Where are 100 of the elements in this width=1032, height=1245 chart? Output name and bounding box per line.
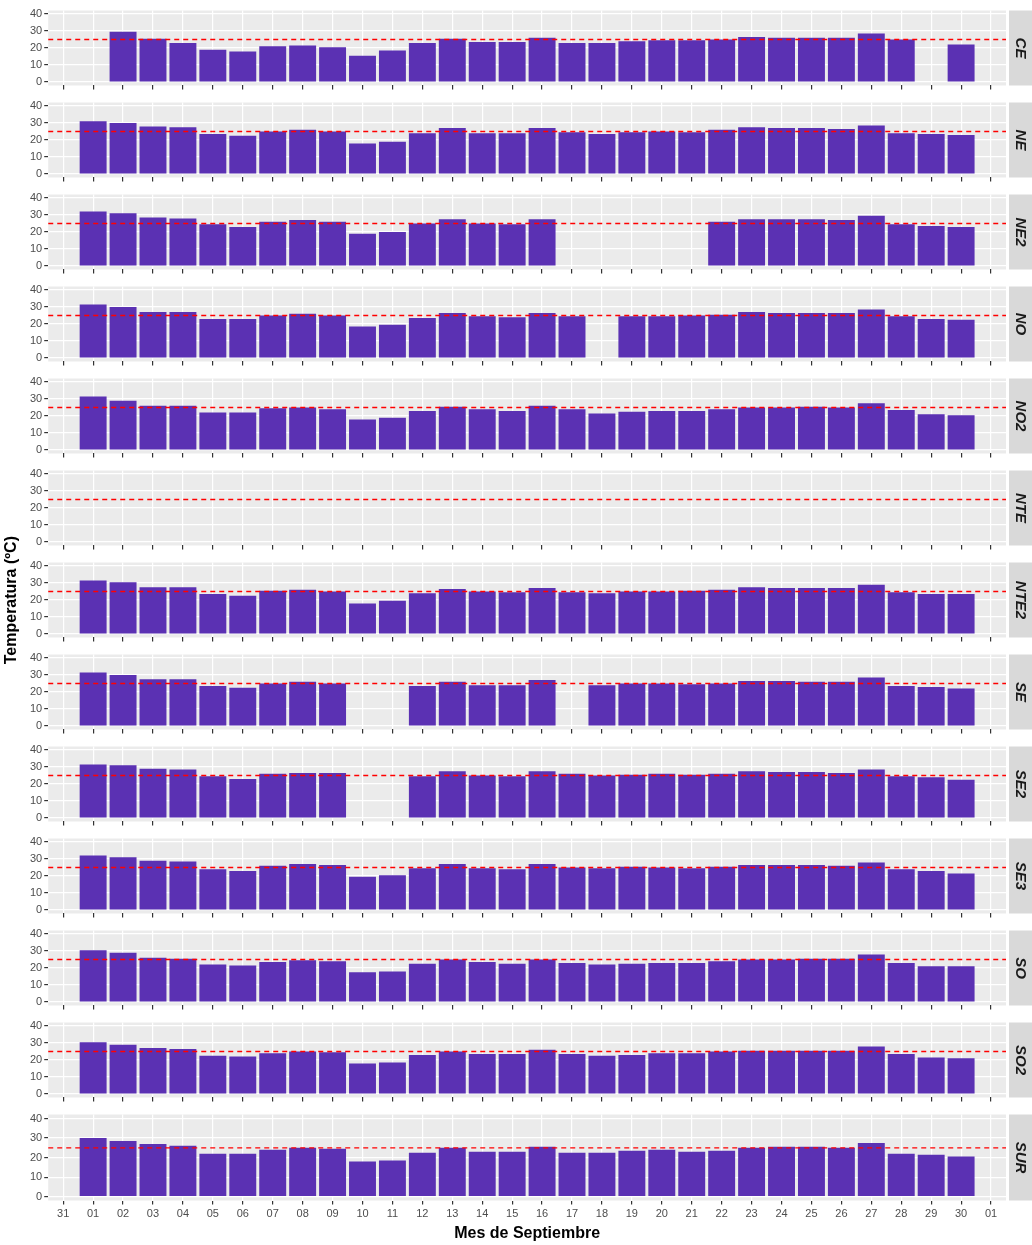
y-tick-label: 40	[29, 99, 43, 112]
bar	[319, 1148, 347, 1197]
bar	[349, 233, 376, 266]
x-tick-label: 20	[655, 1207, 668, 1220]
bar	[378, 324, 406, 358]
bar	[79, 304, 107, 358]
y-tick-label: 20	[29, 869, 43, 882]
bar	[768, 959, 795, 1002]
text: NE2	[1013, 217, 1031, 248]
bar	[827, 37, 855, 82]
bar	[109, 765, 137, 818]
bar	[917, 226, 945, 266]
bar	[199, 224, 227, 266]
bar	[857, 403, 885, 450]
bar	[947, 1058, 975, 1094]
bar	[678, 962, 706, 1002]
bar	[169, 218, 197, 266]
bar	[827, 681, 855, 726]
y-tick-label: 10	[29, 1070, 43, 1083]
bar	[708, 773, 736, 818]
bar	[738, 771, 766, 818]
bar	[558, 773, 586, 818]
y-tick-label: 30	[29, 668, 43, 681]
bar	[408, 593, 436, 634]
bar	[109, 1140, 137, 1197]
bar	[169, 958, 197, 1002]
y-tick-label: 40	[29, 1019, 43, 1032]
bar	[408, 318, 436, 358]
bar	[618, 132, 646, 174]
y-axis-title: Temperatura (ºC)	[2, 536, 20, 665]
x-tick-label: 15	[506, 1207, 519, 1220]
bar	[438, 681, 466, 726]
x-tick-label: 27	[865, 1207, 878, 1220]
bar	[857, 677, 885, 726]
bar	[797, 1050, 825, 1094]
bar	[618, 1150, 646, 1197]
x-tick-label: 05	[206, 1207, 219, 1220]
bar	[109, 213, 137, 266]
bar	[468, 1151, 496, 1197]
y-tick-label: 10	[29, 886, 43, 899]
bar	[528, 588, 556, 634]
bar	[588, 775, 616, 818]
bar	[378, 232, 406, 266]
bar	[468, 591, 496, 634]
bar	[139, 957, 167, 1002]
bar	[229, 595, 257, 634]
bar	[917, 686, 945, 726]
bar	[857, 954, 885, 1002]
bar	[797, 588, 825, 634]
bar	[468, 1054, 496, 1094]
bar	[109, 952, 137, 1002]
y-tick-label: 40	[29, 283, 43, 296]
bar	[498, 1151, 526, 1197]
bar	[708, 1150, 736, 1197]
bar	[169, 312, 197, 358]
bar	[438, 1147, 466, 1197]
y-tick-label: 40	[29, 467, 43, 480]
y-tick-label: 30	[29, 300, 43, 313]
bar	[857, 309, 885, 358]
x-tick-label: 25	[805, 1207, 818, 1220]
x-tick-label: 21	[685, 1207, 698, 1220]
bar	[887, 592, 915, 634]
bar	[947, 594, 975, 634]
bar	[738, 864, 766, 910]
bar	[768, 588, 795, 634]
bar	[618, 963, 646, 1002]
bar	[947, 134, 975, 174]
bar	[588, 42, 616, 82]
bar	[827, 772, 855, 818]
bar	[199, 776, 227, 818]
bar	[618, 774, 646, 818]
bar	[229, 318, 257, 358]
bar	[289, 589, 317, 634]
bar	[259, 1053, 287, 1094]
bar	[79, 121, 107, 174]
bar	[408, 223, 436, 266]
bar	[797, 128, 825, 174]
y-tick-label: 0	[36, 719, 43, 732]
bar	[438, 1051, 466, 1094]
bar	[259, 865, 287, 910]
x-tick-label: 09	[326, 1207, 339, 1220]
x-tick-label: 28	[895, 1207, 908, 1220]
bar	[319, 591, 347, 634]
y-tick-label: 20	[29, 317, 43, 330]
bar	[498, 317, 526, 358]
bar	[498, 133, 526, 174]
bar	[648, 131, 676, 174]
bar	[768, 772, 795, 818]
bar	[139, 1143, 167, 1197]
y-tick-label: 20	[29, 225, 43, 238]
bar	[319, 1052, 347, 1094]
bar	[468, 685, 496, 726]
bar	[109, 31, 137, 82]
bar	[349, 326, 376, 358]
y-tick-label: 30	[29, 1036, 43, 1049]
text: SE3	[1013, 861, 1031, 891]
bar	[498, 224, 526, 266]
bar	[408, 1152, 436, 1197]
bar	[319, 221, 347, 266]
bar	[768, 1050, 795, 1094]
